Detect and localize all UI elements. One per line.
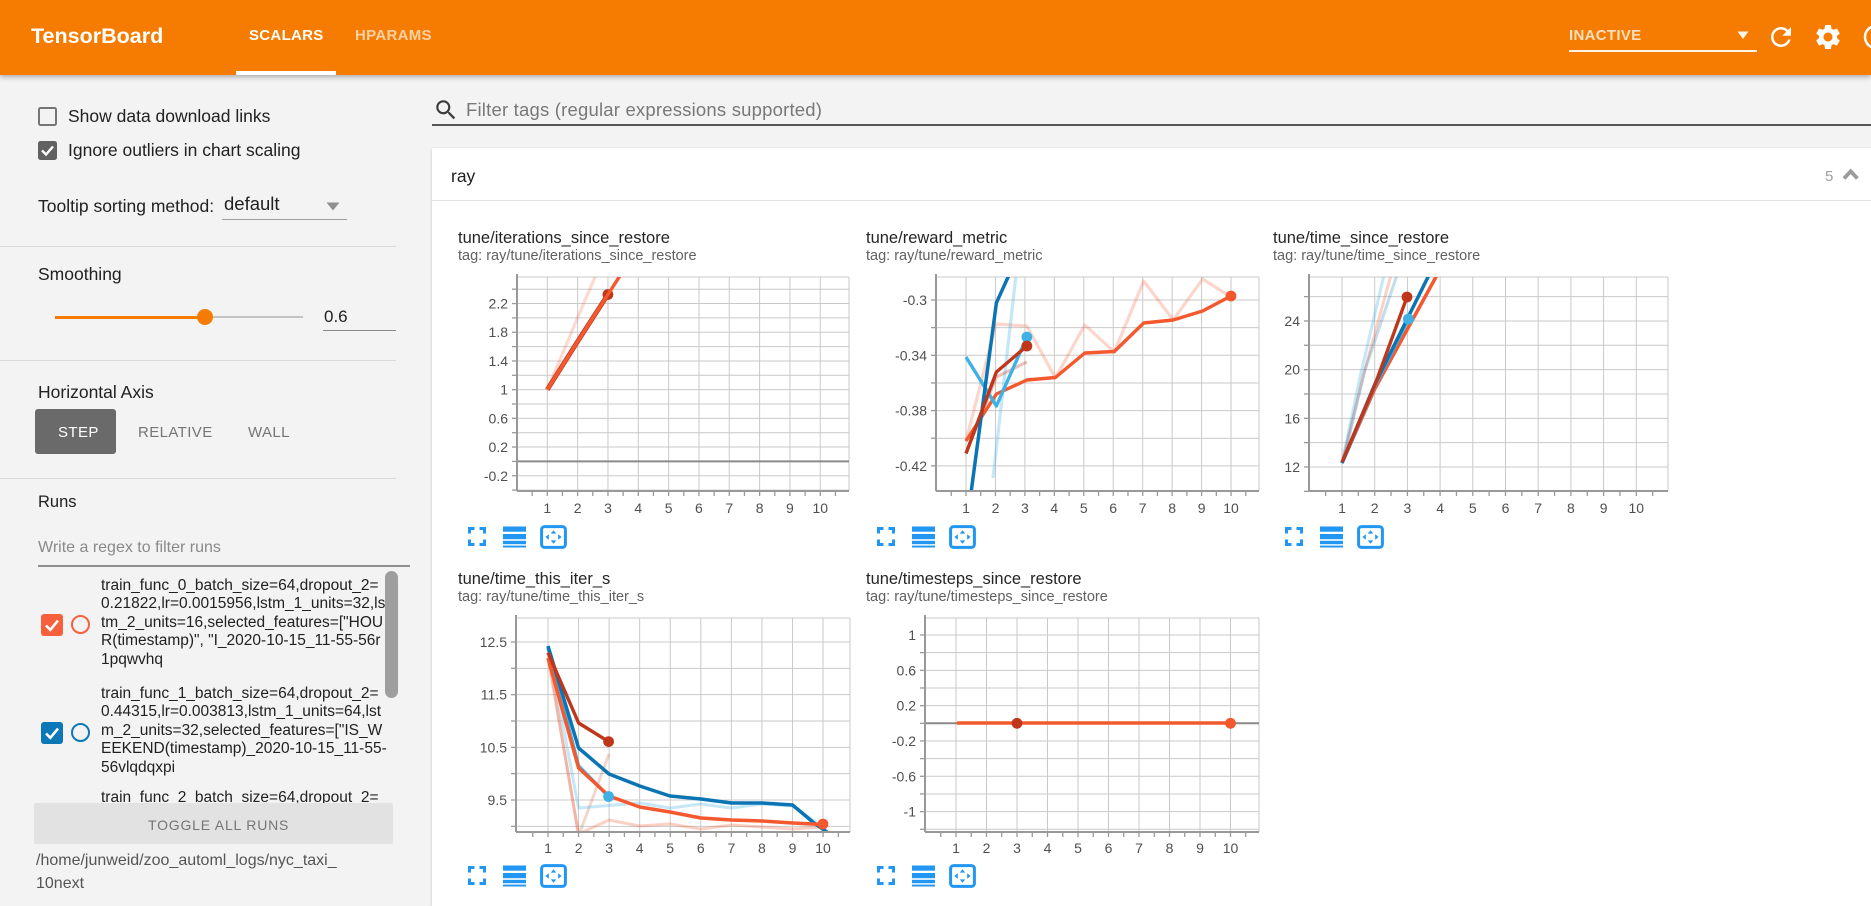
svg-text:8: 8: [1168, 500, 1176, 516]
svg-text:6: 6: [1105, 840, 1113, 856]
svg-text:16: 16: [1284, 410, 1300, 426]
svg-text:-0.34: -0.34: [895, 347, 927, 363]
svg-text:1: 1: [1338, 500, 1346, 516]
svg-text:0.6: 0.6: [897, 662, 917, 678]
svg-text:3: 3: [605, 840, 613, 856]
svg-text:6: 6: [695, 500, 703, 516]
svg-text:-1: -1: [904, 804, 917, 820]
svg-text:1: 1: [543, 500, 551, 516]
svg-text:3: 3: [1021, 500, 1029, 516]
svg-text:5: 5: [666, 840, 674, 856]
svg-text:6: 6: [1502, 500, 1510, 516]
svg-text:-0.38: -0.38: [895, 403, 927, 419]
svg-text:-0.6: -0.6: [892, 768, 916, 784]
svg-text:7: 7: [1135, 840, 1143, 856]
svg-text:4: 4: [1436, 500, 1444, 516]
svg-text:7: 7: [1534, 500, 1542, 516]
svg-text:10: 10: [1223, 840, 1239, 856]
svg-text:1: 1: [500, 382, 508, 398]
svg-text:-0.42: -0.42: [895, 458, 927, 474]
svg-text:5: 5: [1080, 500, 1088, 516]
svg-text:9: 9: [789, 840, 797, 856]
svg-text:9: 9: [786, 500, 794, 516]
svg-text:0.6: 0.6: [489, 410, 509, 426]
svg-text:3: 3: [604, 500, 612, 516]
svg-text:2: 2: [575, 840, 583, 856]
svg-text:6: 6: [1109, 500, 1117, 516]
svg-text:8: 8: [1166, 840, 1174, 856]
svg-text:7: 7: [725, 500, 733, 516]
svg-text:5: 5: [1469, 500, 1477, 516]
svg-text:1.4: 1.4: [489, 353, 509, 369]
svg-text:10: 10: [1223, 500, 1239, 516]
svg-text:12.5: 12.5: [480, 634, 507, 650]
svg-text:2: 2: [992, 500, 1000, 516]
svg-text:9: 9: [1198, 500, 1206, 516]
svg-text:-0.3: -0.3: [903, 292, 927, 308]
svg-text:5: 5: [1074, 840, 1082, 856]
svg-text:5: 5: [665, 500, 673, 516]
svg-text:-0.2: -0.2: [892, 733, 916, 749]
svg-text:1.8: 1.8: [489, 324, 509, 340]
svg-text:10.5: 10.5: [480, 739, 507, 755]
svg-text:8: 8: [756, 500, 764, 516]
svg-text:0.2: 0.2: [897, 698, 917, 714]
svg-text:4: 4: [1044, 840, 1052, 856]
svg-text:3: 3: [1404, 500, 1412, 516]
svg-text:11.5: 11.5: [481, 687, 507, 703]
svg-text:1: 1: [952, 840, 960, 856]
svg-text:9: 9: [1600, 500, 1608, 516]
svg-text:6: 6: [697, 840, 705, 856]
svg-text:1: 1: [544, 840, 552, 856]
svg-text:7: 7: [1139, 500, 1147, 516]
svg-text:2: 2: [1371, 500, 1379, 516]
svg-text:24: 24: [1284, 313, 1300, 329]
svg-text:8: 8: [1567, 500, 1575, 516]
svg-text:12: 12: [1284, 459, 1300, 475]
svg-text:9.5: 9.5: [488, 792, 508, 808]
svg-text:2: 2: [983, 840, 991, 856]
svg-text:8: 8: [758, 840, 766, 856]
svg-text:1: 1: [908, 627, 916, 643]
svg-text:20: 20: [1284, 362, 1300, 378]
svg-text:-0.2: -0.2: [484, 468, 508, 484]
svg-text:9: 9: [1196, 840, 1204, 856]
svg-text:1: 1: [962, 500, 970, 516]
svg-text:2: 2: [574, 500, 582, 516]
svg-text:10: 10: [1629, 500, 1645, 516]
svg-text:10: 10: [815, 840, 831, 856]
svg-text:3: 3: [1013, 840, 1021, 856]
svg-text:4: 4: [634, 500, 642, 516]
svg-text:10: 10: [813, 500, 829, 516]
svg-text:0.2: 0.2: [489, 439, 509, 455]
svg-text:4: 4: [636, 840, 644, 856]
svg-text:7: 7: [728, 840, 736, 856]
svg-text:2.2: 2.2: [489, 296, 509, 312]
svg-text:4: 4: [1050, 500, 1058, 516]
